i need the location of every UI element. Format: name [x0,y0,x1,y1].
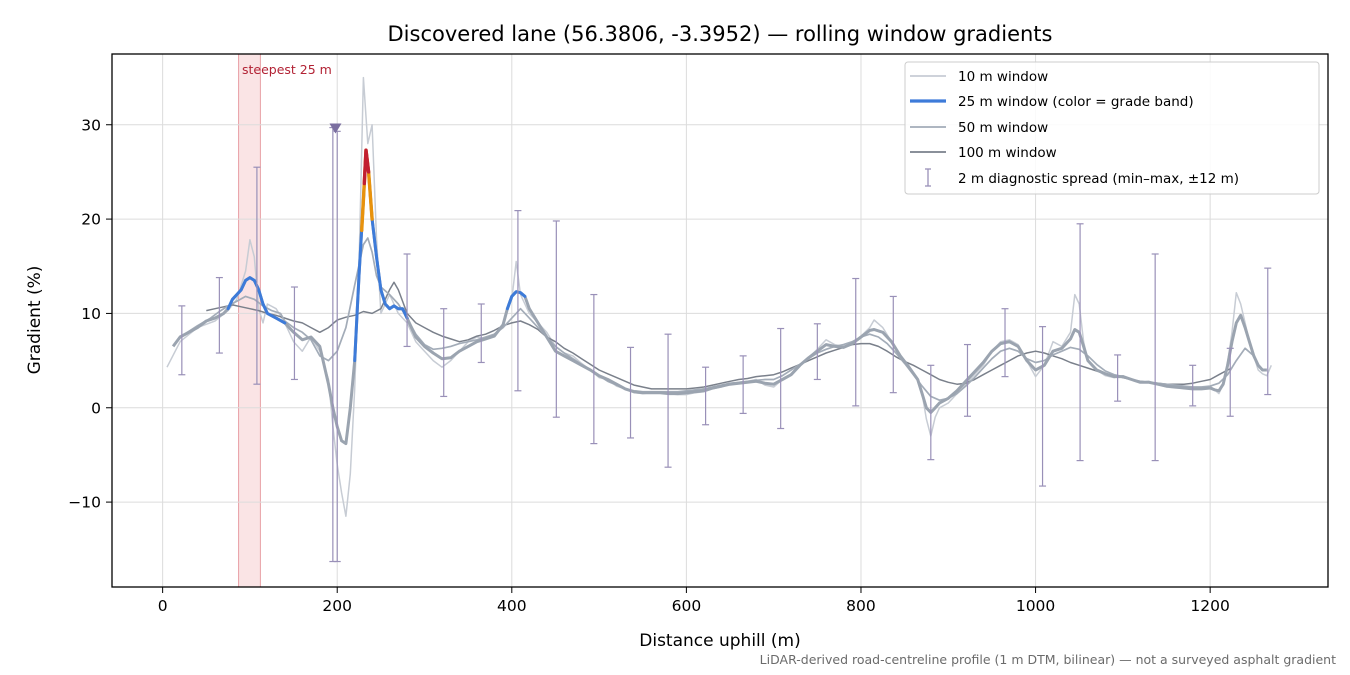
x-tick-label: 400 [497,597,527,615]
x-tick-label: 600 [672,597,702,615]
errorbar [664,333,672,468]
y-tick-label: 0 [91,399,101,417]
errorbar [889,295,897,394]
errorbar [178,305,186,376]
legend-label-w100: 100 m window [958,145,1057,161]
errorbar [1151,253,1159,462]
errorbar [702,366,710,426]
legend-label-errorbar: 2 m diagnostic spread (min–max, ±12 m) [958,171,1239,187]
y-axis-label: Gradient (%) [25,266,45,375]
steepest-annotation: steepest 25 m [242,62,332,77]
legend-label-w10: 10 m window [958,69,1048,85]
series-line-25m [171,148,1267,446]
errorbar [1226,347,1234,417]
y-tick-label: 10 [81,305,101,323]
errorbar [329,126,337,563]
errorbar [477,303,485,364]
errorbar [514,209,522,392]
legend: 10 m window 25 m window (color = grade b… [904,61,1320,195]
errorbar [215,276,223,354]
plot-frame [111,53,1329,588]
y-tick-label: 20 [81,211,101,229]
errorbar [290,286,298,381]
series-segment-25m-blue [353,148,409,363]
errorbar [552,220,560,418]
errorbar [852,277,860,407]
errorbar [1114,354,1122,402]
legend-label-w50: 50 m window [958,120,1048,136]
series-line-100m [206,281,1233,390]
series-segment-25m-blue [226,276,287,325]
errorbar [590,293,598,445]
errorbar [627,346,635,439]
x-tick-label: 1200 [1190,597,1229,615]
x-tick-label: 800 [846,597,876,615]
errorbar [927,364,935,461]
errorbar [1076,223,1084,462]
y-tick-label: −10 [68,494,101,512]
x-tick-label: 0 [158,597,168,615]
errorbar-layer [178,126,1272,563]
legend-box [904,61,1320,195]
errorbar [1264,267,1272,396]
errorbar [1039,326,1047,487]
errorbar [739,355,747,415]
series-line-50m [184,237,1255,402]
x-tick-label: 1000 [1016,597,1055,615]
footnote: LiDAR-derived road-centreline profile (1… [760,652,1336,667]
series-segment-25m-red [362,148,371,186]
errorbar [1001,308,1009,378]
errorbar [440,308,448,398]
errorbar [963,343,971,417]
legend-swatch-errorbar [925,168,931,187]
errorbar [813,323,821,381]
legend-label-w25: 25 m window (color = grade band) [958,94,1194,110]
steepest-window-band [238,54,261,587]
marker-layer [329,123,342,134]
grid-layer [112,54,1328,587]
tick-layer: 0 200 400 600 800 1000 1200 −10 0 10 20 30 [68,116,1230,615]
x-tick-label: 200 [322,597,352,615]
peak-marker-triangle [329,123,342,134]
errorbar [777,327,785,430]
y-tick-label: 30 [81,116,101,134]
steepest-highlight-layer [238,54,261,587]
chart-title: Discovered lane (56.3806, -3.3952) — rol… [388,22,1053,46]
errorbar [403,253,411,348]
errorbar [253,166,261,385]
x-axis-label: Distance uphill (m) [639,631,800,651]
errorbar [1189,364,1197,407]
series-layer [166,76,1272,517]
series-segment-25m-blue [505,290,527,311]
